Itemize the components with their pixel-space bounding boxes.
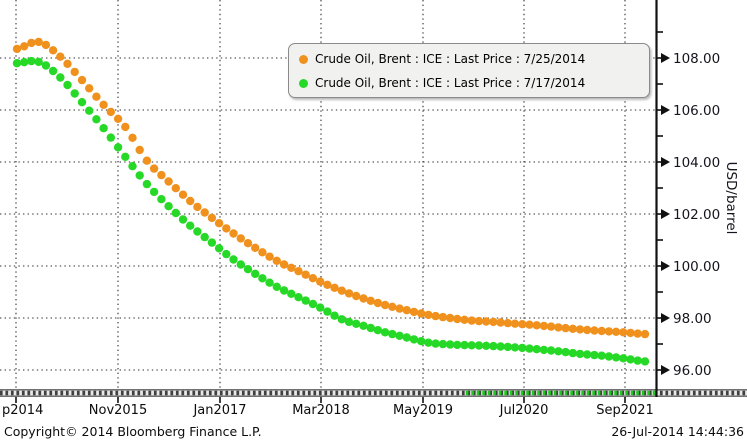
chart-legend: Crude Oil, Brent : ICE : Last Price : 7/… — [288, 43, 650, 98]
x-tick-label: Mar2018 — [292, 403, 350, 418]
y-tick-label: 106.00 — [673, 103, 720, 119]
legend-label-series-0: Crude Oil, Brent : ICE : Last Price : 7/… — [315, 52, 586, 66]
series-0-marker-icon — [299, 54, 308, 64]
y-tick-label: 104.00 — [673, 155, 720, 171]
x-tick-label: May2019 — [393, 403, 453, 418]
timestamp-text: 26-Jul-2014 14:44:36 — [611, 424, 744, 439]
y-tick-label: 98.00 — [673, 311, 712, 327]
y-tick-label: 102.00 — [673, 207, 720, 223]
legend-item-series-1[interactable]: Crude Oil, Brent : ICE : Last Price : 7/… — [299, 71, 649, 95]
x-axis: p2014 Nov2015 Jan2017 Mar2018 May2019 Jul2020… — [2, 397, 654, 418]
copyright-text: Copyright© 2014 Bloomberg Finance L.P. — [4, 424, 262, 439]
y-tick-label: 100.00 — [673, 259, 720, 275]
series-dots-0 — [12, 37, 650, 339]
series-dots-1 — [12, 56, 650, 366]
series-1-marker-icon — [299, 78, 308, 88]
y-tick-label: 96.00 — [673, 363, 712, 379]
x-tick-label: p2014 — [2, 403, 43, 418]
x-tick-label: Nov2015 — [89, 403, 147, 418]
horizontal-scrollbar[interactable] — [0, 389, 747, 397]
legend-label-series-1: Crude Oil, Brent : ICE : Last Price : 7/… — [315, 76, 586, 90]
y-tick-label: 108.00 — [673, 51, 720, 67]
y-axis-title: USD/barrel — [723, 161, 739, 235]
y-axis: 108.00 106.00 104.00 102.00 100.00 98.00 96.00 — [655, 0, 720, 397]
legend-item-series-0[interactable]: Crude Oil, Brent : ICE : Last Price : 7/… — [299, 47, 649, 71]
x-tick-label: Jan2017 — [192, 403, 246, 418]
x-tick-label: Jul2020 — [499, 403, 549, 418]
x-tick-label: Sep2021 — [596, 403, 654, 418]
